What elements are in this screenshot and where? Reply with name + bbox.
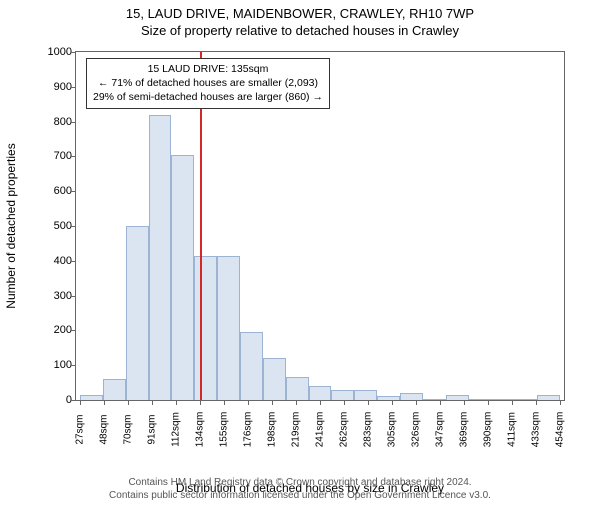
- y-tick-label: 700: [42, 150, 72, 162]
- x-tick-label: 283sqm: [363, 412, 374, 448]
- annotation-box: 15 LAUD DRIVE: 135sqm ← 71% of detached …: [86, 58, 330, 109]
- x-tick: [320, 400, 321, 405]
- page-title: 15, LAUD DRIVE, MAIDENBOWER, CRAWLEY, RH…: [0, 6, 600, 21]
- histogram-bar: [240, 332, 263, 400]
- x-tick-label: 176sqm: [243, 412, 254, 448]
- y-tick: [71, 87, 76, 88]
- histogram-bar: [217, 256, 240, 400]
- plot-area: 0100200300400500600700800900100027sqm48s…: [75, 51, 565, 401]
- x-tick: [560, 400, 561, 405]
- histogram-bar: [400, 393, 423, 400]
- annotation-line1: 15 LAUD DRIVE: 135sqm: [93, 62, 323, 76]
- histogram-bar: [514, 399, 537, 400]
- histogram-bar: [491, 399, 514, 400]
- histogram-bar: [103, 379, 126, 400]
- x-tick: [464, 400, 465, 405]
- histogram-bar: [309, 386, 332, 400]
- x-tick: [104, 400, 105, 405]
- histogram-bar: [126, 226, 149, 400]
- y-tick-label: 500: [42, 220, 72, 232]
- y-axis-label: Number of detached properties: [4, 143, 18, 308]
- histogram-bar: [194, 256, 217, 400]
- x-tick-label: 433sqm: [531, 412, 542, 448]
- footer-attribution: Contains HM Land Registry data © Crown c…: [0, 477, 600, 502]
- annotation-line2: ← 71% of detached houses are smaller (2,…: [93, 76, 323, 90]
- histogram-bar: [171, 155, 194, 400]
- histogram-bar: [446, 395, 469, 400]
- x-tick-label: 27sqm: [75, 414, 86, 444]
- y-tick-label: 200: [42, 324, 72, 336]
- footer-line2: Contains public sector information licen…: [0, 490, 600, 503]
- x-tick: [80, 400, 81, 405]
- histogram-bar: [80, 395, 103, 400]
- x-tick: [344, 400, 345, 405]
- x-tick: [152, 400, 153, 405]
- y-tick-label: 400: [42, 255, 72, 267]
- x-tick: [224, 400, 225, 405]
- y-tick-label: 600: [42, 185, 72, 197]
- y-tick-label: 300: [42, 290, 72, 302]
- y-tick: [71, 261, 76, 262]
- x-tick-label: 369sqm: [459, 412, 470, 448]
- x-tick-label: 241sqm: [315, 412, 326, 448]
- x-tick-label: 347sqm: [435, 412, 446, 448]
- x-tick-label: 48sqm: [99, 414, 110, 444]
- x-tick-label: 390sqm: [483, 412, 494, 448]
- x-tick-label: 155sqm: [219, 412, 230, 448]
- y-tick: [71, 191, 76, 192]
- x-tick-label: 219sqm: [291, 412, 302, 448]
- x-tick: [176, 400, 177, 405]
- x-tick-label: 262sqm: [339, 412, 350, 448]
- y-tick: [71, 296, 76, 297]
- x-tick-label: 91sqm: [147, 414, 158, 444]
- histogram-bar: [149, 115, 172, 400]
- page-subtitle: Size of property relative to detached ho…: [0, 23, 600, 38]
- x-tick-label: 198sqm: [267, 412, 278, 448]
- x-tick: [512, 400, 513, 405]
- x-tick-label: 305sqm: [387, 412, 398, 448]
- x-tick: [296, 400, 297, 405]
- histogram-bar: [537, 395, 560, 400]
- histogram-bar: [331, 390, 354, 400]
- y-tick: [71, 330, 76, 331]
- y-tick: [71, 122, 76, 123]
- y-tick-label: 900: [42, 81, 72, 93]
- annotation-line3: 29% of semi-detached houses are larger (…: [93, 90, 323, 104]
- x-tick: [248, 400, 249, 405]
- y-tick-label: 0: [42, 394, 72, 406]
- x-tick: [200, 400, 201, 405]
- x-tick: [368, 400, 369, 405]
- x-tick: [128, 400, 129, 405]
- x-tick: [536, 400, 537, 405]
- x-tick-label: 454sqm: [555, 412, 566, 448]
- x-tick-label: 326sqm: [411, 412, 422, 448]
- y-tick-label: 100: [42, 359, 72, 371]
- histogram-bar: [263, 358, 286, 400]
- y-tick: [71, 226, 76, 227]
- y-tick: [71, 365, 76, 366]
- histogram-bar: [286, 377, 309, 400]
- y-tick-label: 1000: [42, 46, 72, 58]
- histogram-bar: [354, 390, 377, 400]
- x-tick-label: 112sqm: [171, 412, 182, 447]
- x-tick-label: 70sqm: [123, 414, 134, 444]
- y-tick: [71, 400, 76, 401]
- histogram-bar: [423, 399, 446, 400]
- y-tick-label: 800: [42, 116, 72, 128]
- footer-line1: Contains HM Land Registry data © Crown c…: [0, 477, 600, 490]
- histogram-bar: [377, 396, 400, 400]
- x-tick: [392, 400, 393, 405]
- x-tick-label: 411sqm: [507, 412, 518, 447]
- x-tick: [440, 400, 441, 405]
- x-tick-label: 134sqm: [195, 412, 206, 448]
- y-tick: [71, 52, 76, 53]
- x-tick: [488, 400, 489, 405]
- x-tick: [416, 400, 417, 405]
- x-tick: [272, 400, 273, 405]
- y-tick: [71, 156, 76, 157]
- histogram-chart: Number of detached properties 0100200300…: [55, 51, 565, 431]
